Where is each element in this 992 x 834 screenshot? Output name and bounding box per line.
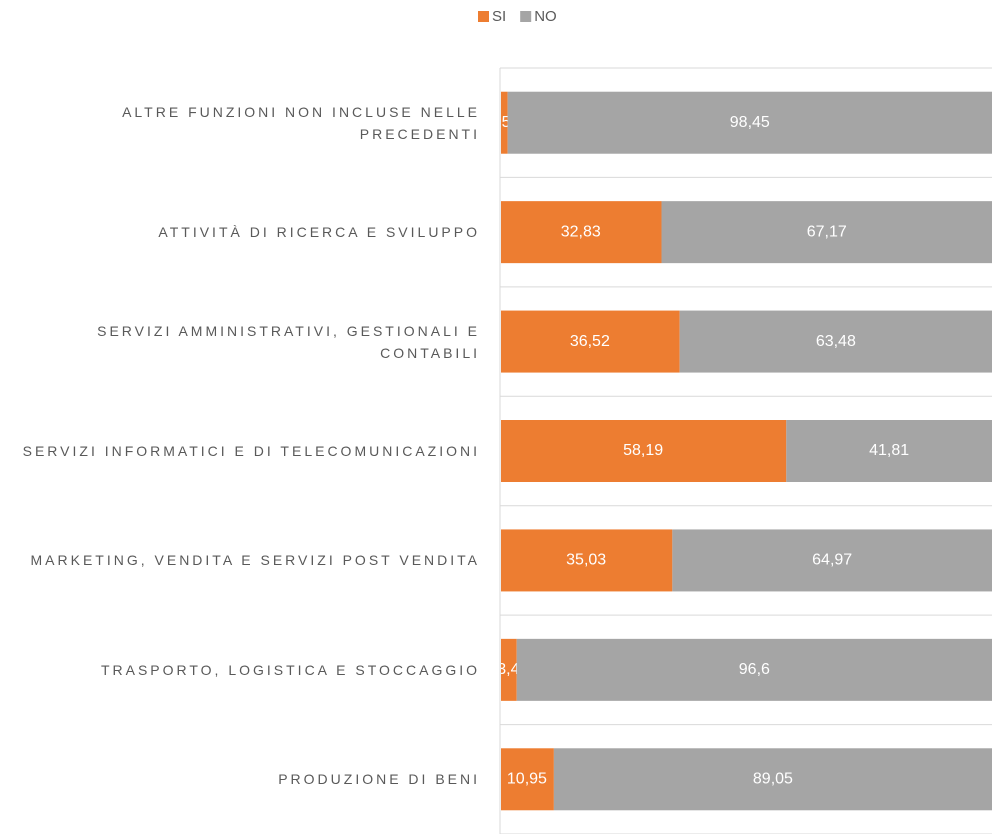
value-label: 10,95 — [507, 771, 547, 788]
category-label: PRODUZIONE DI BENI — [278, 771, 480, 788]
bar-segment — [501, 638, 517, 701]
value-label: 96,6 — [739, 661, 770, 678]
value-label: 35,03 — [566, 552, 606, 569]
category-label: SERVIZI INFORMATICI E DI TELECOMUNICAZIO… — [22, 443, 480, 459]
bar-segment — [516, 638, 992, 701]
legend-swatch — [478, 11, 489, 22]
legend-label: SI — [492, 8, 506, 25]
category-label: SERVIZI AMMINISTRATIVI, GESTIONALI E CON… — [97, 322, 480, 361]
value-label: 64,97 — [812, 552, 852, 569]
value-label: 36,52 — [570, 333, 610, 350]
value-label: 67,17 — [807, 223, 847, 240]
bar-segment — [679, 310, 992, 373]
bar-segment — [501, 201, 662, 264]
category-label: TRASPORTO, LOGISTICA E STOCCAGGIO — [100, 661, 480, 678]
value-label: 89,05 — [753, 771, 793, 788]
bar-segment — [501, 420, 787, 482]
category-label: MARKETING, VENDITA E SERVIZI POST VENDIT… — [30, 552, 480, 569]
category-label: ATTIVITÀ DI RICERCA E SVILUPPO — [158, 224, 480, 241]
value-label: 41,81 — [869, 442, 909, 459]
bar-segment — [553, 748, 992, 811]
bar-segment — [672, 529, 992, 592]
legend-label: NO — [534, 8, 557, 25]
bar-segment — [661, 201, 992, 264]
bar-segment — [501, 748, 554, 811]
bar-segment — [501, 529, 673, 592]
bar-segment — [501, 91, 508, 154]
value-label: 98,45 — [730, 114, 770, 131]
legend-swatch — [520, 11, 532, 22]
value-label: 32,83 — [561, 223, 601, 240]
bar-segment — [501, 310, 680, 373]
bar-segment — [507, 91, 992, 154]
category-label: ALTRE FUNZIONI NON INCLUSE NELLE PRECEDE… — [122, 103, 480, 142]
value-label: 58,19 — [623, 442, 663, 459]
bar-segment — [786, 420, 992, 482]
value-label: 3,4 — [497, 661, 519, 678]
value-label: 63,48 — [816, 333, 856, 350]
